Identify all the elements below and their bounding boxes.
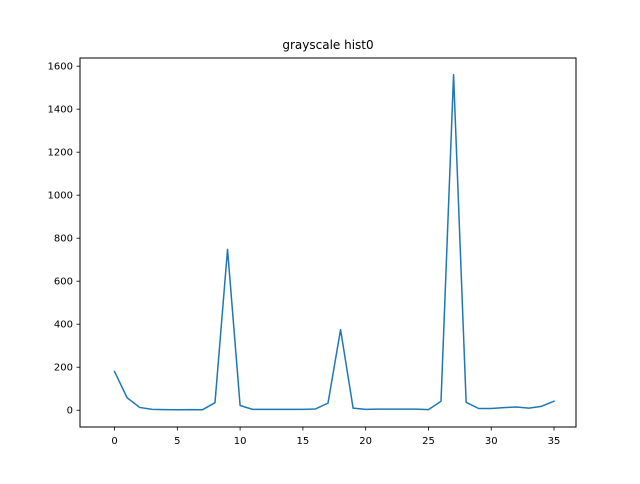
y-axis-ticks: 0 200 400 600 800 1000 1200 1400 1600 bbox=[48, 62, 80, 417]
x-tick-label: 20 bbox=[359, 436, 372, 447]
x-tick-label: 35 bbox=[548, 436, 561, 447]
chart-title: grayscale hist0 bbox=[282, 38, 373, 52]
x-tick-label: 0 bbox=[111, 436, 117, 447]
y-tick-label: 1400 bbox=[48, 105, 73, 116]
plot-area bbox=[80, 58, 576, 427]
x-tick-label: 5 bbox=[174, 436, 180, 447]
x-tick-label: 25 bbox=[422, 436, 435, 447]
plot-frame bbox=[79, 57, 577, 428]
x-tick-label: 15 bbox=[297, 436, 310, 447]
y-tick-label: 1200 bbox=[48, 148, 73, 159]
y-tick-label: 600 bbox=[54, 277, 73, 288]
y-tick-label: 1600 bbox=[48, 62, 73, 73]
series-line bbox=[113, 74, 556, 411]
y-tick-label: 1000 bbox=[48, 191, 73, 202]
y-tick-label: 400 bbox=[54, 320, 73, 331]
x-axis-ticks: 0 5 10 15 20 25 30 35 bbox=[111, 427, 560, 447]
y-tick-label: 800 bbox=[54, 234, 73, 245]
y-tick-label: 0 bbox=[67, 406, 73, 417]
x-tick-label: 10 bbox=[234, 436, 247, 447]
x-tick-label: 30 bbox=[485, 436, 498, 447]
y-tick-label: 200 bbox=[54, 363, 73, 374]
series-layer bbox=[113, 74, 556, 411]
